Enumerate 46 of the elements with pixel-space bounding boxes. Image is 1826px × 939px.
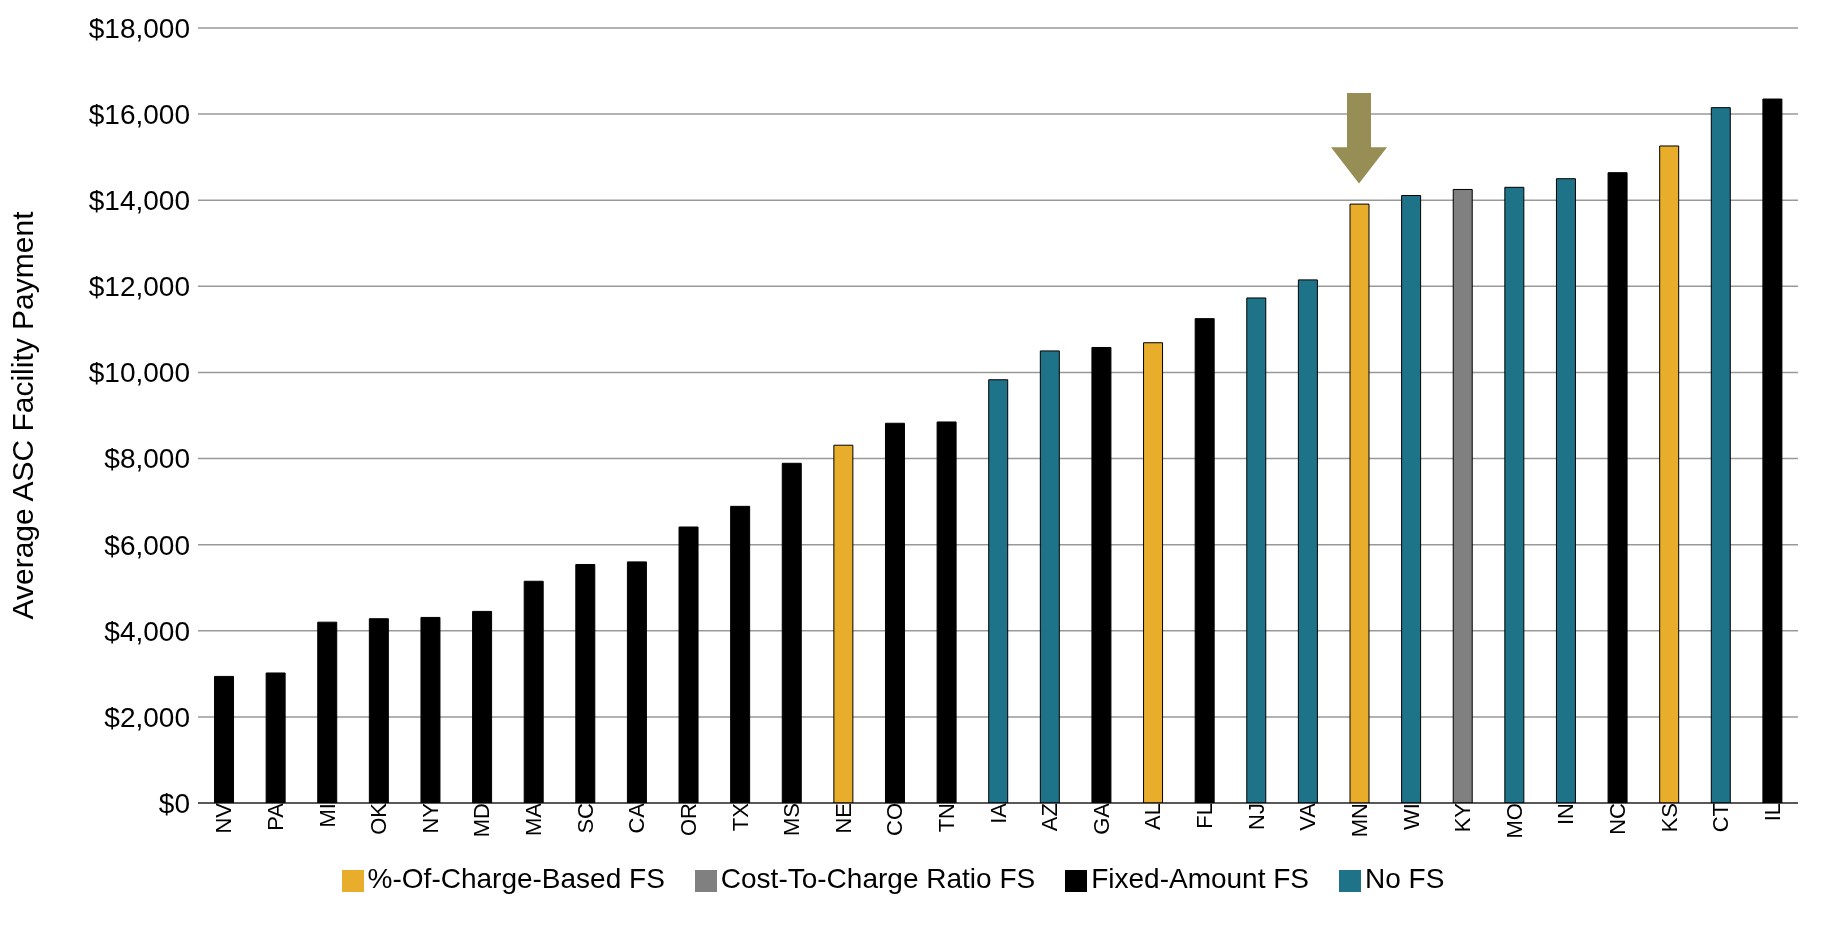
y-tick-label: $0 bbox=[158, 787, 190, 819]
legend-label: No FS bbox=[1365, 863, 1445, 894]
x-tick-label: MI bbox=[314, 803, 340, 828]
y-tick-label: $4,000 bbox=[104, 615, 190, 647]
x-tick-label: WI bbox=[1398, 803, 1424, 830]
x-tick-label: NY bbox=[417, 802, 443, 834]
x-tick-label: MN bbox=[1346, 803, 1372, 838]
x-tick-label: GA bbox=[1088, 802, 1114, 835]
x-tick-label: NC bbox=[1604, 802, 1630, 835]
y-tick-label: $8,000 bbox=[104, 443, 190, 475]
x-tick-label: FL bbox=[1192, 803, 1218, 829]
x-tick-label: IL bbox=[1759, 803, 1785, 822]
x-tick-label: CO bbox=[882, 803, 908, 836]
x-tick-label: OK bbox=[366, 802, 392, 835]
y-tick-label: $16,000 bbox=[88, 99, 190, 131]
x-tick-label: AL bbox=[1140, 803, 1166, 830]
x-tick-label: MA bbox=[521, 802, 547, 836]
y-tick-label: $14,000 bbox=[88, 185, 190, 217]
y-tick-label: $18,000 bbox=[88, 12, 190, 44]
x-tick-label: MS bbox=[779, 803, 805, 836]
x-tick-label: NE bbox=[830, 803, 856, 834]
x-tick-label: KY bbox=[1450, 802, 1476, 833]
y-tick-label: $10,000 bbox=[88, 357, 190, 389]
x-tick-label: NJ bbox=[1243, 803, 1269, 830]
x-tick-label: CA bbox=[624, 802, 650, 834]
y-tick-label: $6,000 bbox=[104, 529, 190, 561]
y-axis-title: Average ASC Facility Payment bbox=[5, 210, 39, 620]
x-tick-label: CT bbox=[1708, 803, 1734, 833]
x-tick-label: VA bbox=[1295, 802, 1321, 831]
legend-label: %-Of-Charge-Based FS bbox=[367, 863, 665, 894]
x-tick-label: AZ bbox=[1037, 803, 1063, 832]
legend-label: Cost-To-Charge Ratio FS bbox=[720, 863, 1036, 894]
x-tick-label: KS bbox=[1656, 803, 1682, 833]
x-tick-label: TN bbox=[934, 803, 960, 833]
x-tick-label: NV bbox=[211, 802, 237, 834]
x-tick-label: IN bbox=[1553, 803, 1579, 825]
y-tick-label: $12,000 bbox=[88, 271, 190, 303]
x-tick-label: TX bbox=[727, 802, 753, 832]
x-tick-label: SC bbox=[572, 802, 598, 834]
x-tick-label: IA bbox=[985, 802, 1011, 824]
x-tick-label: PA bbox=[263, 802, 289, 831]
y-tick-label: $2,000 bbox=[104, 701, 190, 733]
x-tick-label: MO bbox=[1501, 803, 1527, 839]
x-tick-label: MD bbox=[469, 803, 495, 838]
x-tick-label: OR bbox=[675, 803, 701, 836]
legend-label: Fixed-Amount FS bbox=[1091, 863, 1310, 894]
